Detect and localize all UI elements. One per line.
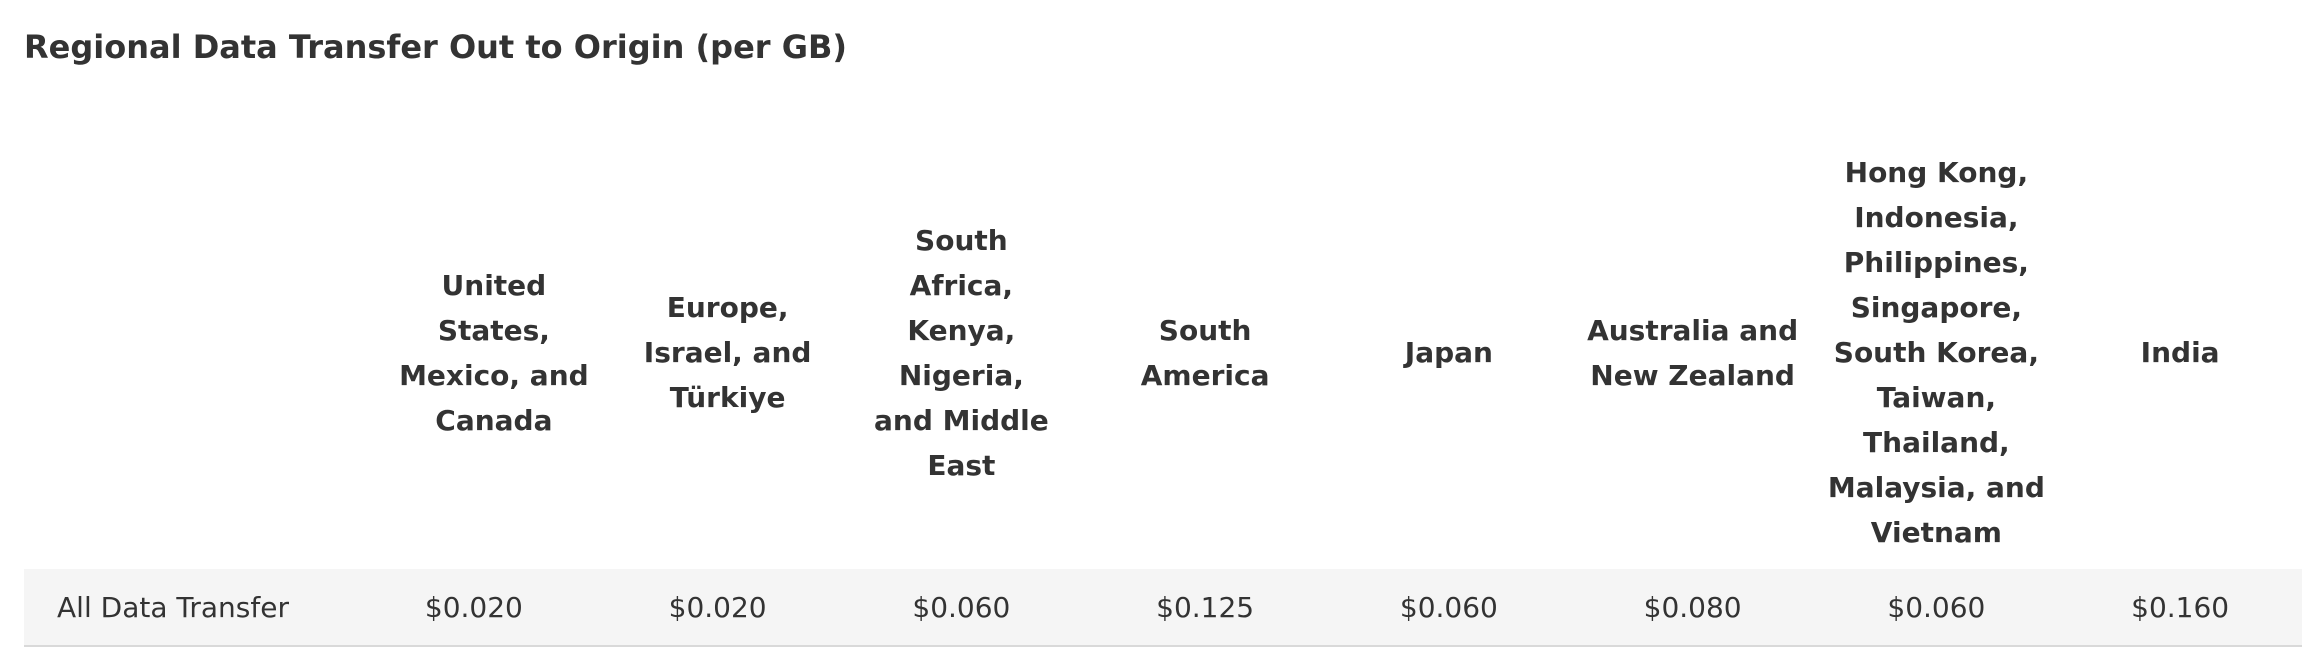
page: Regional Data Transfer Out to Origin (pe… — [24, 28, 2302, 646]
section-title: Regional Data Transfer Out to Origin (pe… — [24, 28, 847, 66]
row-label: All Data Transfer — [24, 569, 352, 646]
table-row: All Data Transfer $0.020 $0.020 $0.060 $… — [24, 569, 2302, 646]
header-row: United States, Mexico, and Canada Europe… — [24, 150, 2302, 569]
header-europe-israel-turkiye: Europe, Israel, and Türkiye — [643, 291, 812, 414]
price-cell-south-africa-middle-east: $0.060 — [839, 569, 1084, 646]
price-cell-australia-new-zealand: $0.080 — [1570, 569, 1815, 646]
header-india: India — [2140, 336, 2220, 369]
header-us-mexico-canada: United States, Mexico, and Canada — [399, 268, 589, 437]
price-cell-japan: $0.060 — [1327, 569, 1571, 646]
pricing-table: United States, Mexico, and Canada Europe… — [24, 150, 2302, 647]
price-cell-south-america: $0.125 — [1083, 569, 1327, 646]
price-cell-us-mexico-canada: $0.020 — [352, 569, 596, 646]
header-australia-new-zealand: Australia and New Zealand — [1587, 313, 1799, 392]
price-cell-india: $0.160 — [2058, 569, 2302, 646]
header-asia-pacific: Hong Kong, Indonesia, Philippines, Singa… — [1827, 156, 2045, 549]
header-empty — [24, 150, 352, 569]
header-south-america: South America — [1140, 313, 1270, 392]
price-cell-asia-pacific: $0.060 — [1814, 569, 2059, 646]
header-japan: Japan — [1404, 336, 1493, 369]
price-cell-europe-israel-turkiye: $0.020 — [595, 569, 840, 646]
header-south-africa-middle-east: South Africa, Kenya, Nigeria, and Middle… — [873, 223, 1049, 482]
